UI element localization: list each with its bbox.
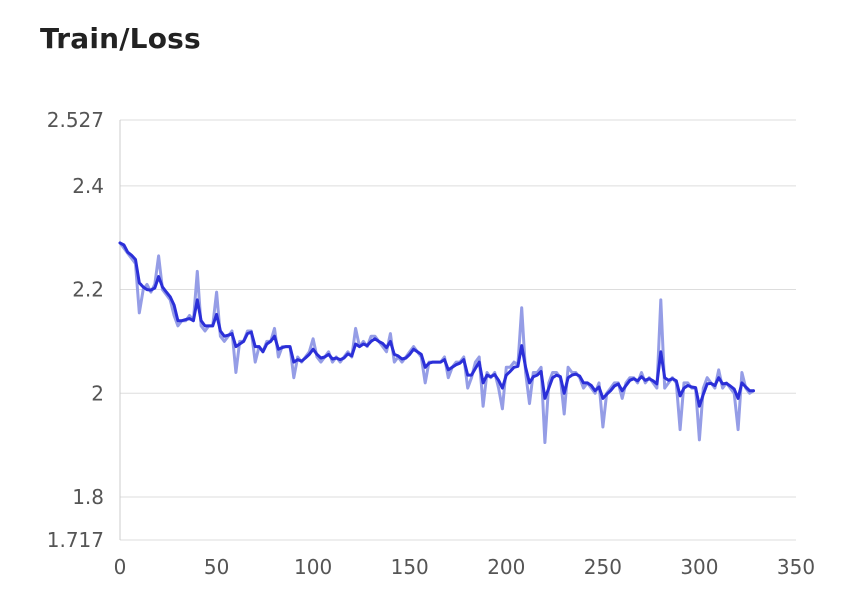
x-tick-label: 350 [777, 555, 815, 579]
x-tick-labels: 0 50 100 150 200 250 300 350 [114, 555, 815, 579]
y-tick-label: 1.717 [47, 528, 104, 552]
x-tick-label: 300 [680, 555, 718, 579]
x-tick-label: 150 [391, 555, 429, 579]
chart-title: Train/Loss [40, 22, 201, 55]
smoothed-loss-line [118, 241, 755, 408]
y-tick-label: 2.4 [72, 174, 104, 198]
y-tick-label: 2.2 [72, 278, 104, 302]
x-tick-label: 100 [294, 555, 332, 579]
gridlines [120, 119, 796, 541]
x-tick-label: 50 [204, 555, 229, 579]
x-tick-label: 200 [487, 555, 525, 579]
y-tick-label: 1.8 [72, 485, 104, 509]
y-tick-label: 2 [91, 381, 104, 405]
y-tick-label: 2.527 [47, 108, 104, 132]
x-tick-label: 250 [584, 555, 622, 579]
raw-loss-line [118, 241, 755, 444]
series-lines [118, 241, 755, 444]
y-tick-labels: 1.717 1.8 2 2.2 2.4 2.527 [47, 108, 104, 552]
x-tick-label: 0 [114, 555, 127, 579]
